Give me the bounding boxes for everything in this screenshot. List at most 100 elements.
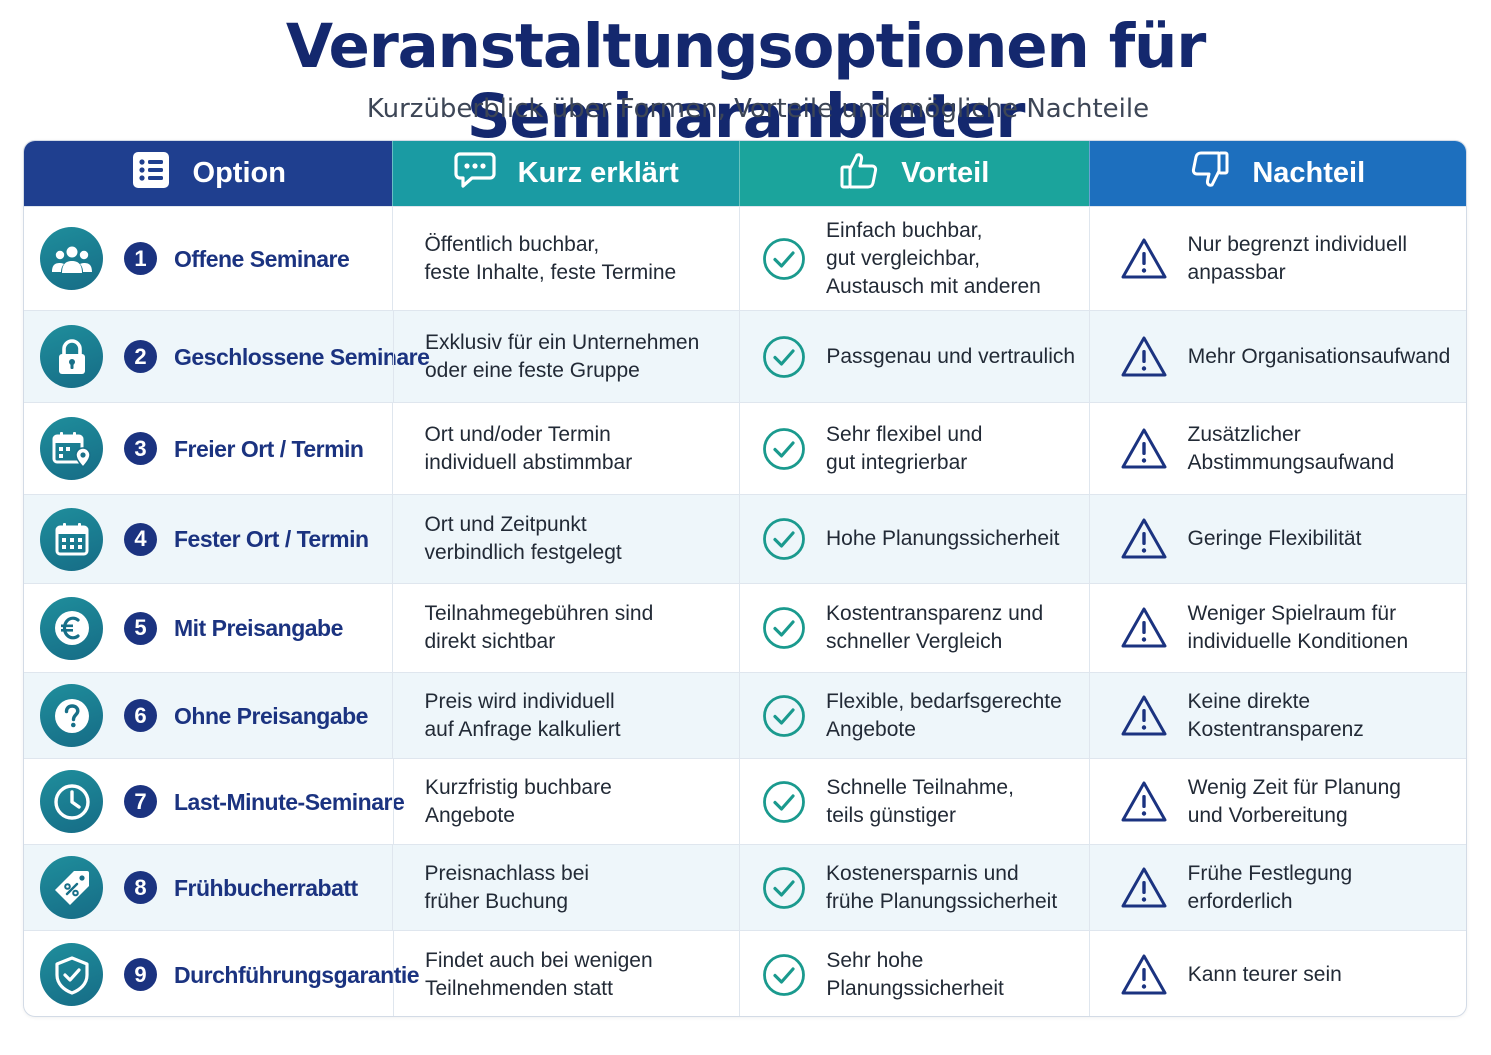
- kurz-cell: Öffentlich buchbar, feste Inhalte, feste…: [392, 207, 739, 310]
- option-number: 6: [124, 699, 157, 732]
- vorteil-text: Flexible, bedarfsgerechte Angebote: [826, 689, 1062, 741]
- warning-icon: [1121, 238, 1167, 278]
- check-circle-icon: [763, 518, 805, 560]
- warning-icon: [1121, 518, 1167, 559]
- kurz-cell: Preis wird individuell auf Anfrage kalku…: [392, 673, 739, 758]
- nachteil-text: Weniger Spielraum für individuelle Kondi…: [1187, 602, 1409, 653]
- option-number: 9: [124, 958, 157, 991]
- option-label: Freier Ort / Termin: [174, 435, 364, 462]
- warning-icon: [1121, 428, 1167, 468]
- clock-icon: [40, 770, 103, 833]
- nachteil-cell: Kann teurer sein: [1088, 931, 1466, 1016]
- kurz-text: Preisnachlass bei früher Buchung: [424, 861, 590, 913]
- thumbs-up-icon: [839, 150, 901, 198]
- warning-icon: [1121, 607, 1167, 648]
- nachteil-text: Frühe Festlegung erforderlich: [1187, 861, 1353, 913]
- table-row: 9 Durchführungsgarantie Findet auch bei …: [24, 930, 1466, 1016]
- kurz-cell: Ort und/oder Termin individuell abstimmb…: [392, 403, 739, 494]
- table-header: Option Kurz erklärt Vorteil: [24, 141, 1466, 206]
- kurz-text: Öffentlich buchbar, feste Inhalte, feste…: [424, 232, 677, 284]
- check-circle-icon: [763, 607, 805, 649]
- option-cell: 6 Ohne Preisangabe: [24, 673, 392, 758]
- check-circle-icon: [763, 335, 806, 378]
- vorteil-cell: Schnelle Teilnahme, teils günstiger: [739, 759, 1088, 844]
- vorteil-cell: Sehr flexibel und gut integrierbar: [739, 403, 1089, 494]
- shield-check-icon: [40, 943, 103, 1006]
- chat-bubble-icon: [454, 150, 518, 198]
- table-row: 4 Fester Ort / Termin Ort und Zeitpunkt …: [24, 494, 1466, 583]
- nachteil-cell: Nur begrenzt individuell anpassbar: [1088, 207, 1466, 310]
- header-nachteil: Nachteil: [1088, 141, 1466, 206]
- calendar-location-icon: [40, 417, 103, 480]
- warning-icon: [1121, 695, 1167, 735]
- option-cell: 8 Frühbucherrabatt: [24, 845, 392, 930]
- check-circle-icon: [763, 780, 806, 823]
- lock-icon: [40, 325, 103, 388]
- nachteil-text: Kann teurer sein: [1187, 962, 1342, 986]
- header-vorteil-label: Vorteil: [901, 157, 990, 189]
- option-cell: 3 Freier Ort / Termin: [24, 403, 392, 494]
- kurz-text: Teilnahmegebühren sind direkt sichtbar: [424, 602, 654, 653]
- warning-icon: [1121, 781, 1167, 821]
- check-circle-icon: [763, 237, 805, 280]
- kurz-cell: Teilnahmegebühren sind direkt sichtbar: [392, 584, 739, 672]
- option-cell: 2 Geschlossene Seminare: [24, 311, 430, 402]
- warning-icon: [1121, 954, 1167, 994]
- table-row: 2 Geschlossene Seminare Exklusiv für ein…: [24, 310, 1466, 402]
- option-number: 1: [124, 242, 157, 275]
- option-label: Fester Ort / Termin: [174, 526, 369, 552]
- check-circle-icon: [763, 866, 805, 909]
- kurz-text: Kurzfristig buchbare Angebote: [425, 775, 612, 827]
- options-table: Option Kurz erklärt Vorteil: [23, 140, 1467, 1017]
- nachteil-text: Wenig Zeit für Planung und Vorbereitung: [1187, 775, 1401, 827]
- page-title: Veranstaltungsoptionen für Seminaranbiet…: [285, 11, 1207, 152]
- header-option: Option: [24, 141, 393, 206]
- option-number: 3: [124, 432, 157, 465]
- nachteil-cell: Weniger Spielraum für individuelle Kondi…: [1088, 584, 1466, 672]
- table-row: 1 Offene Seminare Öffentlich buchbar, fe…: [24, 206, 1466, 310]
- vorteil-cell: Kostenersparnis und frühe Planungssicher…: [739, 845, 1089, 930]
- vorteil-cell: Hohe Planungssicherheit: [739, 495, 1089, 583]
- table-row: 7 Last-Minute-Seminare Kurzfristig buchb…: [24, 758, 1466, 844]
- nachteil-cell: Geringe Flexibilität: [1088, 495, 1466, 583]
- kurz-cell: Ort und Zeitpunkt verbindlich festgelegt: [392, 495, 739, 583]
- vorteil-cell: Passgenau und vertraulich: [739, 311, 1088, 402]
- check-circle-icon: [763, 694, 805, 737]
- table-body: 1 Offene Seminare Öffentlich buchbar, fe…: [24, 206, 1466, 1016]
- option-label: Mit Preisangabe: [174, 615, 343, 641]
- thumbs-down-icon: [1190, 150, 1252, 198]
- kurz-text: Ort und/oder Termin individuell abstimmb…: [424, 422, 633, 474]
- question-icon: [40, 684, 103, 747]
- vorteil-cell: Kostentransparenz und schneller Vergleic…: [739, 584, 1089, 672]
- list-icon: [131, 150, 193, 198]
- nachteil-cell: Frühe Festlegung erforderlich: [1088, 845, 1466, 930]
- table-row: 6 Ohne Preisangabe Preis wird individuel…: [24, 672, 1466, 758]
- table-row: 5 Mit Preisangabe Teilnahmegebühren sind…: [24, 583, 1466, 672]
- nachteil-text: Zusätzlicher Abstimmungsaufwand: [1187, 422, 1395, 474]
- option-number: 4: [124, 522, 157, 556]
- nachteil-cell: Mehr Organisationsaufwand: [1088, 311, 1466, 402]
- group-icon: [40, 227, 103, 290]
- nachteil-text: Geringe Flexibilität: [1187, 527, 1362, 550]
- option-number: 8: [124, 871, 157, 904]
- euro-icon: [40, 596, 103, 660]
- kurz-text: Exklusiv für ein Unternehmen oder eine f…: [425, 330, 700, 382]
- calendar-icon: [40, 507, 103, 571]
- kurz-cell: Findet auch bei wenigen Teilnehmenden st…: [393, 931, 739, 1016]
- kurz-cell: Preisnachlass bei früher Buchung: [392, 845, 739, 930]
- option-label: Geschlossene Seminare: [174, 343, 430, 370]
- warning-icon: [1121, 336, 1167, 376]
- warning-icon: [1121, 867, 1167, 907]
- option-cell: 9 Durchführungsgarantie: [24, 931, 420, 1016]
- header-option-label: Option: [192, 157, 286, 189]
- option-number: 5: [124, 611, 157, 645]
- vorteil-text: Hohe Planungssicherheit: [826, 527, 1060, 550]
- option-label: Ohne Preisangabe: [174, 702, 368, 729]
- option-label: Last-Minute-Seminare: [174, 788, 405, 815]
- check-circle-icon: [763, 953, 806, 996]
- check-circle-icon: [763, 427, 805, 470]
- option-label: Frühbucherrabatt: [174, 874, 358, 901]
- vorteil-text: Sehr hohe Planungssicherheit: [826, 948, 1004, 1000]
- option-number: 2: [124, 340, 157, 373]
- vorteil-text: Sehr flexibel und gut integrierbar: [826, 422, 983, 474]
